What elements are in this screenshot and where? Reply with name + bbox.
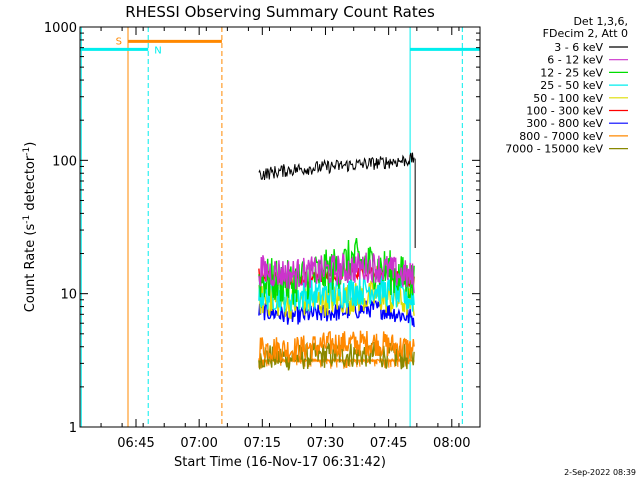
series-line-1 (258, 252, 415, 294)
legend-label-2: 12 - 25 keV (540, 66, 603, 79)
x-axis: 06:45 07:00 07:15 07:30 07:45 08:00 (79, 27, 481, 451)
legend-label-3: 25 - 50 keV (540, 79, 603, 92)
legend-label-1: 6 - 12 keV (547, 54, 603, 67)
y-axis-label-end: ) (23, 142, 38, 147)
legend-label-0: 3 - 6 keV (554, 41, 603, 54)
y-axis-label-sup1: -1 (22, 215, 32, 224)
legend-label-5: 100 - 300 keV (526, 105, 603, 118)
plot-area: SN (80, 27, 480, 427)
x-tick-label-2: 07:15 (244, 436, 281, 451)
y-axis-label-sup2: -1 (22, 147, 32, 156)
x-tick-label-1: 07:00 (180, 436, 217, 451)
y-axis-label-mid: detector (23, 155, 38, 215)
legend-header-line1: Det 1,3,6, (573, 15, 628, 28)
chart-title: RHESSI Observing Summary Count Rates (125, 3, 435, 21)
legend-label-4: 50 - 100 keV (533, 92, 603, 105)
series-line-7 (258, 330, 415, 363)
y-tick-label-1: 10 (60, 288, 77, 303)
x-tick-label-3: 07:30 (307, 436, 344, 451)
x-axis-label: Start Time (16-Nov-17 06:31:42) (174, 455, 386, 470)
legend-label-7: 800 - 7000 keV (519, 130, 603, 143)
y-axis-label-main: Count Rate (s (23, 224, 38, 313)
series-line-0 (258, 152, 415, 180)
y-axis-label: Count Rate (s-1 detector-1) (22, 142, 38, 313)
x-tick-label-5: 08:00 (433, 436, 470, 451)
y-axis: 1 10 100 1000 (44, 21, 480, 436)
x-tick-label-0: 06:45 (117, 436, 154, 451)
x-tick-label-4: 07:45 (370, 436, 407, 451)
legend-label-8: 7000 - 15000 keV (505, 143, 603, 156)
legend-label-6: 300 - 800 keV (526, 117, 603, 130)
y-tick-label-3: 1000 (44, 21, 77, 36)
footer-date: 2-Sep-2022 08:39 (564, 468, 636, 477)
legend-header-line2: FDecim 2, Att 0 (543, 27, 628, 40)
night-marker-label: N (154, 45, 161, 56)
low-band-trace (258, 357, 415, 369)
plot-frame (79, 26, 481, 428)
y-tick-label-0: 1 (69, 421, 77, 436)
y-tick-label-2: 100 (52, 154, 77, 169)
saa-marker-label: S (116, 36, 122, 47)
